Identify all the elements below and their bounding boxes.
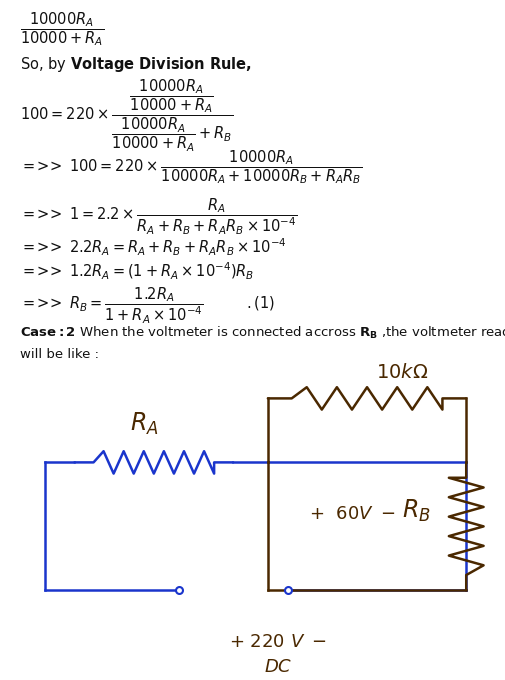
Text: $=\!\!>\!\!>\ 1.2R_A = (1 + R_A \times 10^{-4})R_B$: $=\!\!>\!\!>\ 1.2R_A = (1 + R_A \times 1…: [20, 261, 254, 282]
Text: So, by $\mathbf{Voltage\ Division\ Rule,}$: So, by $\mathbf{Voltage\ Division\ Rule,…: [20, 55, 251, 74]
Text: $+\ \ 60V\ -$: $+\ \ 60V\ -$: [309, 505, 394, 523]
Text: $10k\Omega$: $10k\Omega$: [375, 363, 427, 382]
Text: $\dfrac{10000R_A}{10000 + R_A}$: $\dfrac{10000R_A}{10000 + R_A}$: [20, 10, 104, 48]
Text: $R_B$: $R_B$: [401, 497, 430, 524]
Text: $R_A$: $R_A$: [129, 411, 158, 437]
Text: $=\!\!>\!\!>\ 1 = 2.2 \times \dfrac{R_A}{R_A + R_B + R_AR_B \times 10^{-4}}$: $=\!\!>\!\!>\ 1 = 2.2 \times \dfrac{R_A}…: [20, 196, 297, 237]
Text: $100 = 220 \times \dfrac{\dfrac{10000R_A}{10000+R_A}}{\dfrac{10000R_A}{10000+R_A: $100 = 220 \times \dfrac{\dfrac{10000R_A…: [20, 78, 233, 154]
Text: $DC$: $DC$: [263, 658, 291, 676]
Text: $\mathbf{Case : 2}$ When the voltmeter is connected accross $\mathbf{R_B}$ ,the : $\mathbf{Case : 2}$ When the voltmeter i…: [20, 325, 505, 341]
Text: $=\!\!>\!\!>\ 100 = 220 \times \dfrac{10000R_A}{10000R_A + 10000R_B + R_AR_B}$: $=\!\!>\!\!>\ 100 = 220 \times \dfrac{10…: [20, 148, 362, 186]
Text: $=\!\!>\!\!>\ 2.2R_A = R_A + R_B + R_AR_B \times 10^{-4}$: $=\!\!>\!\!>\ 2.2R_A = R_A + R_B + R_AR_…: [20, 237, 286, 258]
Text: $+\ 220\ V\ -$: $+\ 220\ V\ -$: [228, 632, 326, 651]
Text: $=\!\!>\!\!>\ R_B = \dfrac{1.2R_A}{1 + R_A \times 10^{-4}}\ \ \ \ \ \ \ \ \ .(1): $=\!\!>\!\!>\ R_B = \dfrac{1.2R_A}{1 + R…: [20, 285, 275, 326]
Text: will be like :: will be like :: [20, 348, 99, 361]
